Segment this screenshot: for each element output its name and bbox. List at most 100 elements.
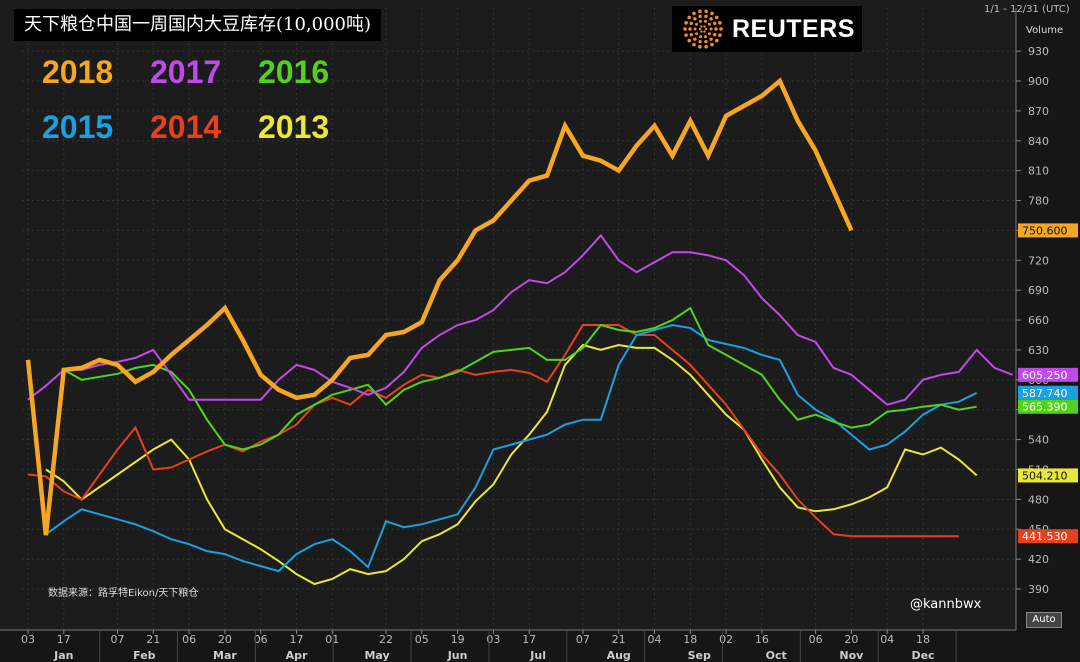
y-tick-label: 900 bbox=[1028, 75, 1049, 88]
logo-dot bbox=[704, 14, 708, 19]
x-tick-label: 03 bbox=[21, 633, 35, 646]
x-tick-label: 18 bbox=[683, 633, 697, 646]
x-tick-label: 22 bbox=[379, 633, 393, 646]
x-tick-label: 06 bbox=[809, 633, 823, 646]
last-value-label-2018: 750.600 bbox=[1022, 224, 1068, 237]
y-tick-label: 720 bbox=[1028, 254, 1049, 267]
last-value-label-2017: 605.250 bbox=[1022, 369, 1068, 382]
last-value-badge-2013 bbox=[1018, 468, 1078, 483]
logo-dot bbox=[713, 21, 717, 26]
logo-dot bbox=[693, 37, 697, 41]
legend-2017: 2017 bbox=[150, 54, 222, 90]
y-tick-label: 780 bbox=[1028, 195, 1049, 208]
logo-dot bbox=[703, 19, 707, 23]
logo-dot bbox=[718, 21, 722, 25]
logo-dot bbox=[714, 15, 719, 20]
logo-dot bbox=[698, 44, 702, 49]
x-tick-label: 07 bbox=[576, 633, 590, 646]
logo-dot bbox=[693, 17, 697, 21]
y-tick-label: 420 bbox=[1028, 553, 1049, 566]
x-tick-label: 20 bbox=[218, 633, 232, 646]
y-tick-label: 870 bbox=[1028, 105, 1049, 118]
month-label: Aug bbox=[607, 649, 631, 662]
last-value-label-2015: 587.740 bbox=[1022, 387, 1068, 400]
brand-name: REUTERS bbox=[732, 15, 855, 43]
watermark-handle: @kannbwx bbox=[910, 597, 982, 612]
x-tick-label: 17 bbox=[57, 633, 71, 646]
y-tick-label: 660 bbox=[1028, 314, 1049, 327]
logo-dot bbox=[707, 22, 711, 26]
legend-2018: 2018 bbox=[42, 54, 114, 90]
month-label: Dec bbox=[911, 649, 934, 662]
logo-dot bbox=[709, 27, 713, 31]
series-line-2018 bbox=[25, 77, 854, 536]
x-tick-label: 21 bbox=[146, 633, 160, 646]
logo-dot bbox=[710, 11, 714, 16]
logo-dot bbox=[704, 9, 708, 14]
logo-dot bbox=[703, 25, 706, 28]
logo-dot bbox=[692, 42, 696, 47]
logo-dot bbox=[689, 21, 693, 26]
x-tick-label: 16 bbox=[755, 633, 769, 646]
month-label: Apr bbox=[286, 649, 308, 662]
x-axis-panel bbox=[0, 630, 1016, 662]
series-line-2016 bbox=[63, 306, 977, 451]
y-tick-label: 810 bbox=[1028, 165, 1049, 178]
y-tick-label: 540 bbox=[1028, 434, 1049, 447]
x-tick-label: 06 bbox=[182, 633, 196, 646]
month-label: Mar bbox=[213, 649, 237, 662]
logo-dot bbox=[684, 33, 688, 37]
logo-dot bbox=[713, 32, 717, 37]
logo-dot bbox=[683, 27, 687, 31]
y-axis-panel bbox=[1016, 0, 1080, 662]
chart-title: 天下粮仓中国一周国内大豆库存(10,000吨) bbox=[14, 9, 382, 41]
logo-dot bbox=[704, 39, 708, 44]
logo-dot bbox=[703, 30, 706, 33]
auto-scale-button[interactable]: Auto bbox=[1026, 612, 1062, 628]
y-tick-label: 840 bbox=[1028, 135, 1049, 148]
series-line-2015 bbox=[45, 323, 978, 573]
x-tick-label: 18 bbox=[916, 633, 930, 646]
logo-dot bbox=[688, 27, 692, 31]
x-tick-label: 01 bbox=[325, 633, 339, 646]
logo-dot bbox=[695, 22, 699, 26]
logo-dot bbox=[693, 27, 697, 31]
month-label: Sep bbox=[688, 649, 711, 662]
x-tick-label: 07 bbox=[111, 633, 125, 646]
logo-dot bbox=[703, 35, 707, 39]
month-label: Jun bbox=[447, 649, 468, 662]
x-tick-label: 17 bbox=[522, 633, 536, 646]
logo-dot bbox=[698, 39, 702, 44]
logo-dot bbox=[687, 38, 692, 43]
series-line-2014 bbox=[27, 324, 959, 538]
series-line-2013 bbox=[45, 343, 978, 586]
logo-dot bbox=[719, 27, 723, 31]
logo-dot bbox=[698, 9, 702, 14]
x-tick-label: 06 bbox=[254, 633, 268, 646]
last-value-label-2016: 565.390 bbox=[1022, 401, 1068, 414]
logo-dot bbox=[684, 21, 688, 25]
month-label: Feb bbox=[133, 649, 156, 662]
volume-label: Volume bbox=[1026, 25, 1064, 36]
x-tick-label: 03 bbox=[486, 633, 500, 646]
logo-dot bbox=[700, 25, 703, 28]
legend-2016: 2016 bbox=[258, 54, 330, 90]
month-label: May bbox=[364, 649, 389, 662]
month-label: Jul bbox=[529, 649, 546, 662]
x-tick-label: 04 bbox=[880, 633, 894, 646]
logo-dot bbox=[695, 32, 699, 36]
last-value-badge-2017 bbox=[1018, 367, 1078, 382]
y-tick-label: 630 bbox=[1028, 344, 1049, 357]
last-value-badge-2018 bbox=[1018, 223, 1078, 238]
date-range: 1/1 - 12/31 (UTC) bbox=[984, 4, 1070, 15]
last-value-badge-2016 bbox=[1018, 399, 1078, 414]
month-label: Oct bbox=[766, 649, 787, 662]
last-value-label-2013: 504.210 bbox=[1022, 469, 1068, 482]
logo-dot bbox=[698, 27, 702, 31]
logo-dot bbox=[687, 15, 692, 20]
reuters-logo: REUTERS bbox=[672, 6, 862, 52]
y-tick-label: 390 bbox=[1028, 583, 1049, 596]
